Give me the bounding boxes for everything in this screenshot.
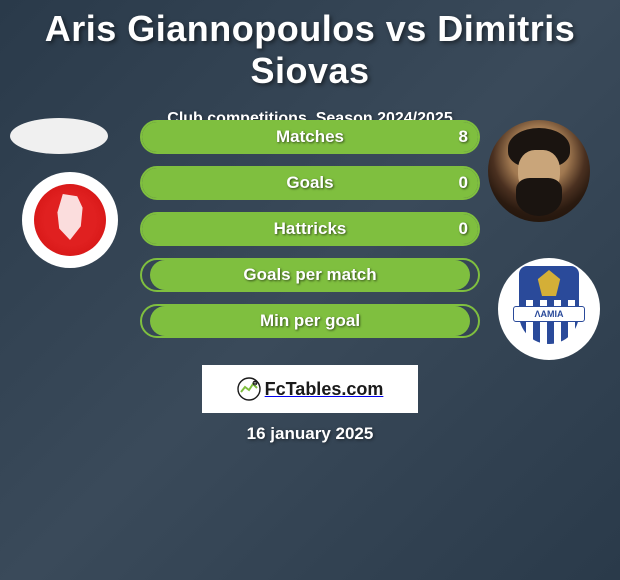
stat-row: Goals per match bbox=[140, 258, 480, 292]
fctables-logo-icon bbox=[237, 377, 261, 401]
fctables-branding[interactable]: FcTables.com bbox=[202, 365, 418, 413]
stat-row: 0 Goals bbox=[140, 166, 480, 200]
stat-label: Matches bbox=[276, 127, 344, 147]
stat-row: 8 Matches bbox=[140, 120, 480, 154]
fctables-text: FcTables.com bbox=[265, 379, 384, 400]
stat-row: Min per goal bbox=[140, 304, 480, 338]
stat-value-right: 0 bbox=[459, 219, 468, 239]
page-title: Aris Giannopoulos vs Dimitris Siovas bbox=[0, 0, 620, 92]
stat-value-right: 0 bbox=[459, 173, 468, 193]
stat-label: Min per goal bbox=[260, 311, 360, 331]
shield-banner: ΛΑΜΙΑ bbox=[513, 306, 585, 322]
avatar-beard-shape bbox=[516, 178, 562, 216]
stat-label: Goals per match bbox=[243, 265, 376, 285]
stat-value-right: 8 bbox=[459, 127, 468, 147]
date-label: 16 january 2025 bbox=[0, 424, 620, 444]
stat-label: Goals bbox=[286, 173, 333, 193]
stat-label: Hattricks bbox=[274, 219, 347, 239]
stat-row: 0 Hattricks bbox=[140, 212, 480, 246]
